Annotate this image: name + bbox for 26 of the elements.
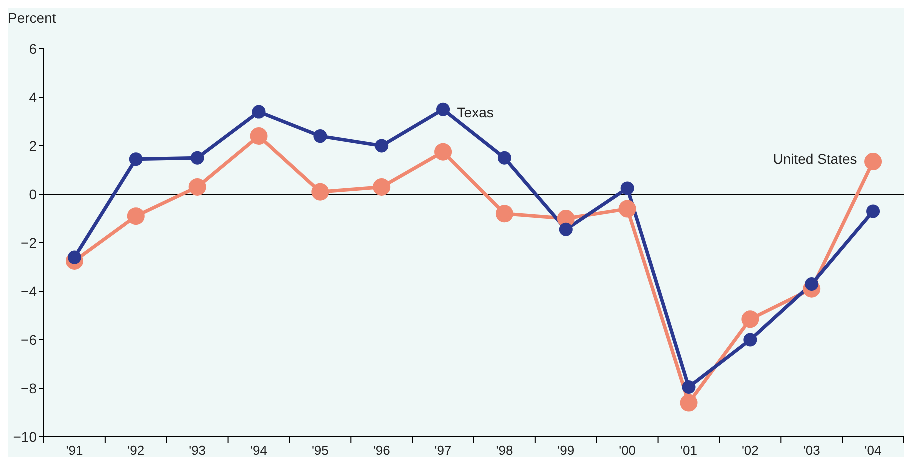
series-label: United States (773, 150, 858, 167)
x-tick-label: '96 (373, 443, 390, 457)
y-axis-title: Percent (8, 10, 56, 26)
x-tick-label: '92 (128, 443, 145, 457)
x-tick-label: '94 (250, 443, 268, 457)
y-tick-label: −6 (21, 332, 38, 348)
x-tick-label: '02 (742, 443, 759, 457)
y-tick-label: −8 (21, 380, 38, 396)
y-tick-label: −4 (21, 283, 38, 300)
y-tick-label: 0 (29, 186, 38, 202)
y-tick-label: 2 (29, 138, 38, 154)
x-tick-label: '99 (558, 443, 575, 457)
x-tick-label: '97 (434, 443, 452, 457)
y-tick-label: 4 (29, 89, 38, 106)
x-tick-label: '03 (803, 443, 820, 457)
x-tick-label: '01 (680, 443, 698, 457)
y-tick-label: −2 (21, 234, 38, 251)
x-tick-label: '93 (189, 443, 206, 457)
x-tick-label: '91 (66, 443, 84, 457)
x-tick-label: '95 (312, 443, 329, 457)
x-tick-label: '04 (864, 443, 882, 457)
x-tick-label: '00 (619, 443, 636, 457)
x-tick-label: '98 (496, 443, 514, 457)
series-label: Texas (457, 104, 494, 121)
y-tick-label: 6 (29, 40, 38, 57)
y-tick-label: −10 (13, 428, 38, 445)
